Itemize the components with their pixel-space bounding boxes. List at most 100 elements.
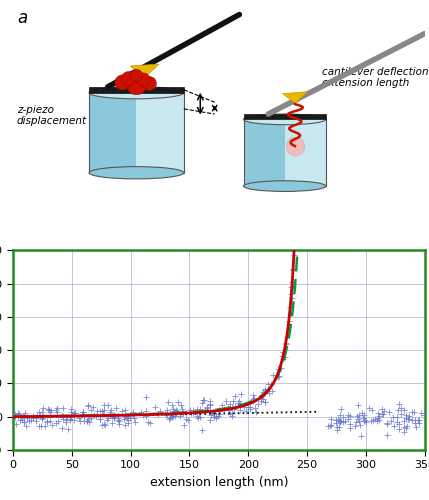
Point [368,417,375,425]
Point [328,414,335,422]
Point [253,408,260,416]
Point [288,290,295,298]
Point [70,416,77,424]
Bar [317,120,322,186]
Point [268,380,275,388]
Point [178,401,184,409]
Point [401,417,408,425]
Point [193,406,200,413]
Point [47,408,54,416]
Point [124,416,131,424]
Bar [99,92,103,173]
Point [164,398,171,406]
Bar [285,120,289,186]
Point [409,408,416,416]
Point [286,310,293,318]
Point [58,411,65,419]
Point [338,406,344,413]
Point [396,420,402,428]
Point [180,408,187,416]
Point [22,422,29,430]
Polygon shape [130,64,159,78]
Bar [103,92,108,173]
Point [378,405,385,413]
Point [68,405,75,413]
Point [60,404,66,411]
Point [281,353,288,361]
Bar [272,120,276,186]
Point [347,412,353,420]
Point [81,412,88,420]
Point [133,80,140,88]
Point [204,403,211,411]
Point [225,404,232,412]
Point [121,406,128,414]
Point [403,422,410,430]
Point [420,411,427,419]
Bar [264,120,268,186]
Point [227,400,233,408]
Text: displacement: displacement [17,116,87,126]
Point [130,410,136,418]
Point [111,414,118,422]
Point [199,399,205,407]
Point [170,406,177,413]
Point [356,417,363,425]
Point [237,400,244,408]
Point [216,410,223,418]
Point [289,278,296,286]
Point [397,404,404,412]
Point [85,401,92,409]
Point [79,408,86,416]
Point [223,398,230,406]
Point [94,407,101,415]
Bar [146,92,151,173]
Point [181,421,187,429]
Point [409,416,416,424]
Point [38,422,45,430]
Point [115,416,122,424]
Point [53,408,60,416]
Point [39,408,45,416]
Point [200,396,207,404]
Point [393,418,400,426]
Point [12,410,18,418]
Point [280,355,287,363]
Point [163,406,170,413]
Point [236,400,243,408]
Point [283,340,290,348]
Point [11,413,18,421]
Point [131,414,138,422]
Point [39,414,45,422]
Point [213,414,220,422]
Point [219,400,226,408]
Point [355,414,362,422]
Point [375,412,382,420]
Point [45,406,52,414]
Point [274,364,281,372]
Point [335,414,341,422]
Point [163,412,170,420]
Point [372,415,378,423]
Point [335,417,342,425]
Point [104,402,111,409]
Point [326,422,333,430]
Point [401,406,408,414]
Point [237,406,244,414]
Point [411,408,417,416]
Point [199,396,206,404]
Point [396,426,402,434]
Text: extension length: extension length [322,78,409,88]
Bar [248,120,252,186]
Point [294,146,301,154]
Point [77,417,84,425]
Point [357,432,364,440]
Point [49,422,56,430]
Point [70,408,77,416]
Point [97,414,104,422]
Point [214,412,221,420]
Point [33,411,40,419]
Point [402,414,409,422]
Point [385,408,392,416]
Point [143,393,150,401]
